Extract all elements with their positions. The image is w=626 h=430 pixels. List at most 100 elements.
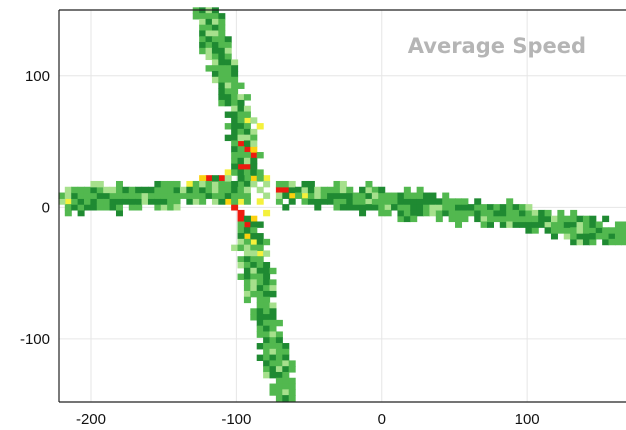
heatmap-cell xyxy=(250,238,258,246)
heatmap-cell xyxy=(493,204,501,211)
heatmap-cell xyxy=(218,82,226,89)
heatmap-cell xyxy=(410,209,418,217)
heatmap-cell xyxy=(237,111,245,118)
heatmap-cell xyxy=(506,204,514,211)
heatmap-cell xyxy=(288,180,296,188)
heatmap-cell xyxy=(263,371,271,379)
heatmap-cell xyxy=(243,169,251,176)
heatmap-cell xyxy=(71,186,79,194)
heatmap-cell xyxy=(205,13,213,20)
heatmap-cell xyxy=(576,227,584,234)
heatmap-cell xyxy=(147,198,155,205)
heatmap-cell xyxy=(90,192,98,199)
heatmap-cell xyxy=(531,227,539,234)
heatmap-cell xyxy=(269,302,277,309)
heatmap-cell xyxy=(608,238,616,246)
heatmap-cell xyxy=(275,360,283,367)
heatmap-cell xyxy=(307,192,315,199)
heatmap-cell xyxy=(256,325,264,333)
heatmap-cell xyxy=(250,134,258,142)
heatmap-cell xyxy=(231,186,239,194)
heatmap-cell xyxy=(205,192,213,199)
heatmap-cell xyxy=(531,215,539,223)
heatmap-cell xyxy=(269,383,277,390)
heatmap-cell xyxy=(115,192,123,199)
heatmap-cell xyxy=(263,279,271,286)
heatmap-cell xyxy=(167,204,175,211)
heatmap-cell xyxy=(288,186,296,194)
heatmap-cell xyxy=(83,204,91,211)
heatmap-cell xyxy=(282,348,290,356)
heatmap-cell xyxy=(589,238,597,246)
heatmap-cell xyxy=(256,273,264,280)
heatmap-cell xyxy=(243,233,251,240)
heatmap-cell xyxy=(250,227,258,234)
heatmap-cell xyxy=(550,227,558,234)
heatmap-cell xyxy=(224,111,232,118)
heatmap-cell xyxy=(205,53,213,61)
heatmap-cell xyxy=(224,186,232,194)
heatmap-cell xyxy=(211,18,219,26)
heatmap-cell xyxy=(391,204,399,211)
heatmap-cell xyxy=(518,215,526,223)
heatmap-cell xyxy=(352,192,360,199)
heatmap-cell xyxy=(211,36,219,43)
heatmap-cell xyxy=(243,238,251,246)
heatmap-cell xyxy=(237,186,245,194)
heatmap-cell xyxy=(410,192,418,199)
heatmap-cell xyxy=(237,180,245,188)
heatmap-cell xyxy=(135,204,143,211)
heatmap-cell xyxy=(218,192,226,199)
heatmap-cell xyxy=(563,227,571,234)
heatmap-cell xyxy=(237,157,245,165)
heatmap-cell xyxy=(550,221,558,228)
heatmap-cell xyxy=(256,302,264,309)
heatmap-cell xyxy=(359,209,367,217)
heatmap-cell xyxy=(218,70,226,78)
heatmap-cell xyxy=(301,192,309,199)
heatmap-cell xyxy=(512,209,520,217)
heatmap-cell xyxy=(211,192,219,199)
heatmap-cell xyxy=(77,198,85,205)
heatmap-cell xyxy=(570,209,578,217)
heatmap-cell xyxy=(218,186,226,194)
heatmap-cell xyxy=(224,134,232,142)
heatmap-cell xyxy=(211,70,219,78)
heatmap-cell xyxy=(282,204,290,211)
heatmap-cell xyxy=(327,198,335,205)
heatmap-cell xyxy=(243,267,251,275)
heatmap-cell xyxy=(154,198,162,205)
heatmap-cell xyxy=(250,146,258,153)
heatmap-cell xyxy=(237,94,245,101)
heatmap-cell xyxy=(154,186,162,194)
heatmap-cell xyxy=(160,204,168,211)
heatmap-cell xyxy=(243,279,251,286)
heatmap-cell xyxy=(602,215,610,223)
heatmap-cell xyxy=(231,70,239,78)
heatmap-cell xyxy=(282,360,290,367)
heatmap-cell xyxy=(557,215,565,223)
heatmap-cell xyxy=(474,209,482,217)
heatmap-cell xyxy=(205,30,213,37)
heatmap-cell xyxy=(288,360,296,367)
heatmap-cell xyxy=(103,192,111,199)
heatmap-cell xyxy=(282,343,290,350)
heatmap-cell xyxy=(378,198,386,205)
heatmap-cell xyxy=(346,198,354,205)
heatmap-cell xyxy=(250,215,258,223)
heatmap-cell xyxy=(218,30,226,37)
heatmap-cell xyxy=(211,47,219,55)
heatmap-cell xyxy=(269,331,277,338)
x-tick-label: -100 xyxy=(221,411,251,428)
heatmap-cell xyxy=(621,227,626,234)
heatmap-cell xyxy=(435,209,443,217)
heatmap-cell xyxy=(282,366,290,373)
heatmap-cell xyxy=(243,111,251,118)
heatmap-cell xyxy=(224,36,232,43)
heatmap-cell xyxy=(224,76,232,84)
heatmap-cell xyxy=(256,343,264,350)
heatmap-cell xyxy=(269,371,277,379)
heatmap-cell xyxy=(256,308,264,315)
heatmap-cell xyxy=(410,198,418,205)
heatmap-cell xyxy=(192,198,200,205)
